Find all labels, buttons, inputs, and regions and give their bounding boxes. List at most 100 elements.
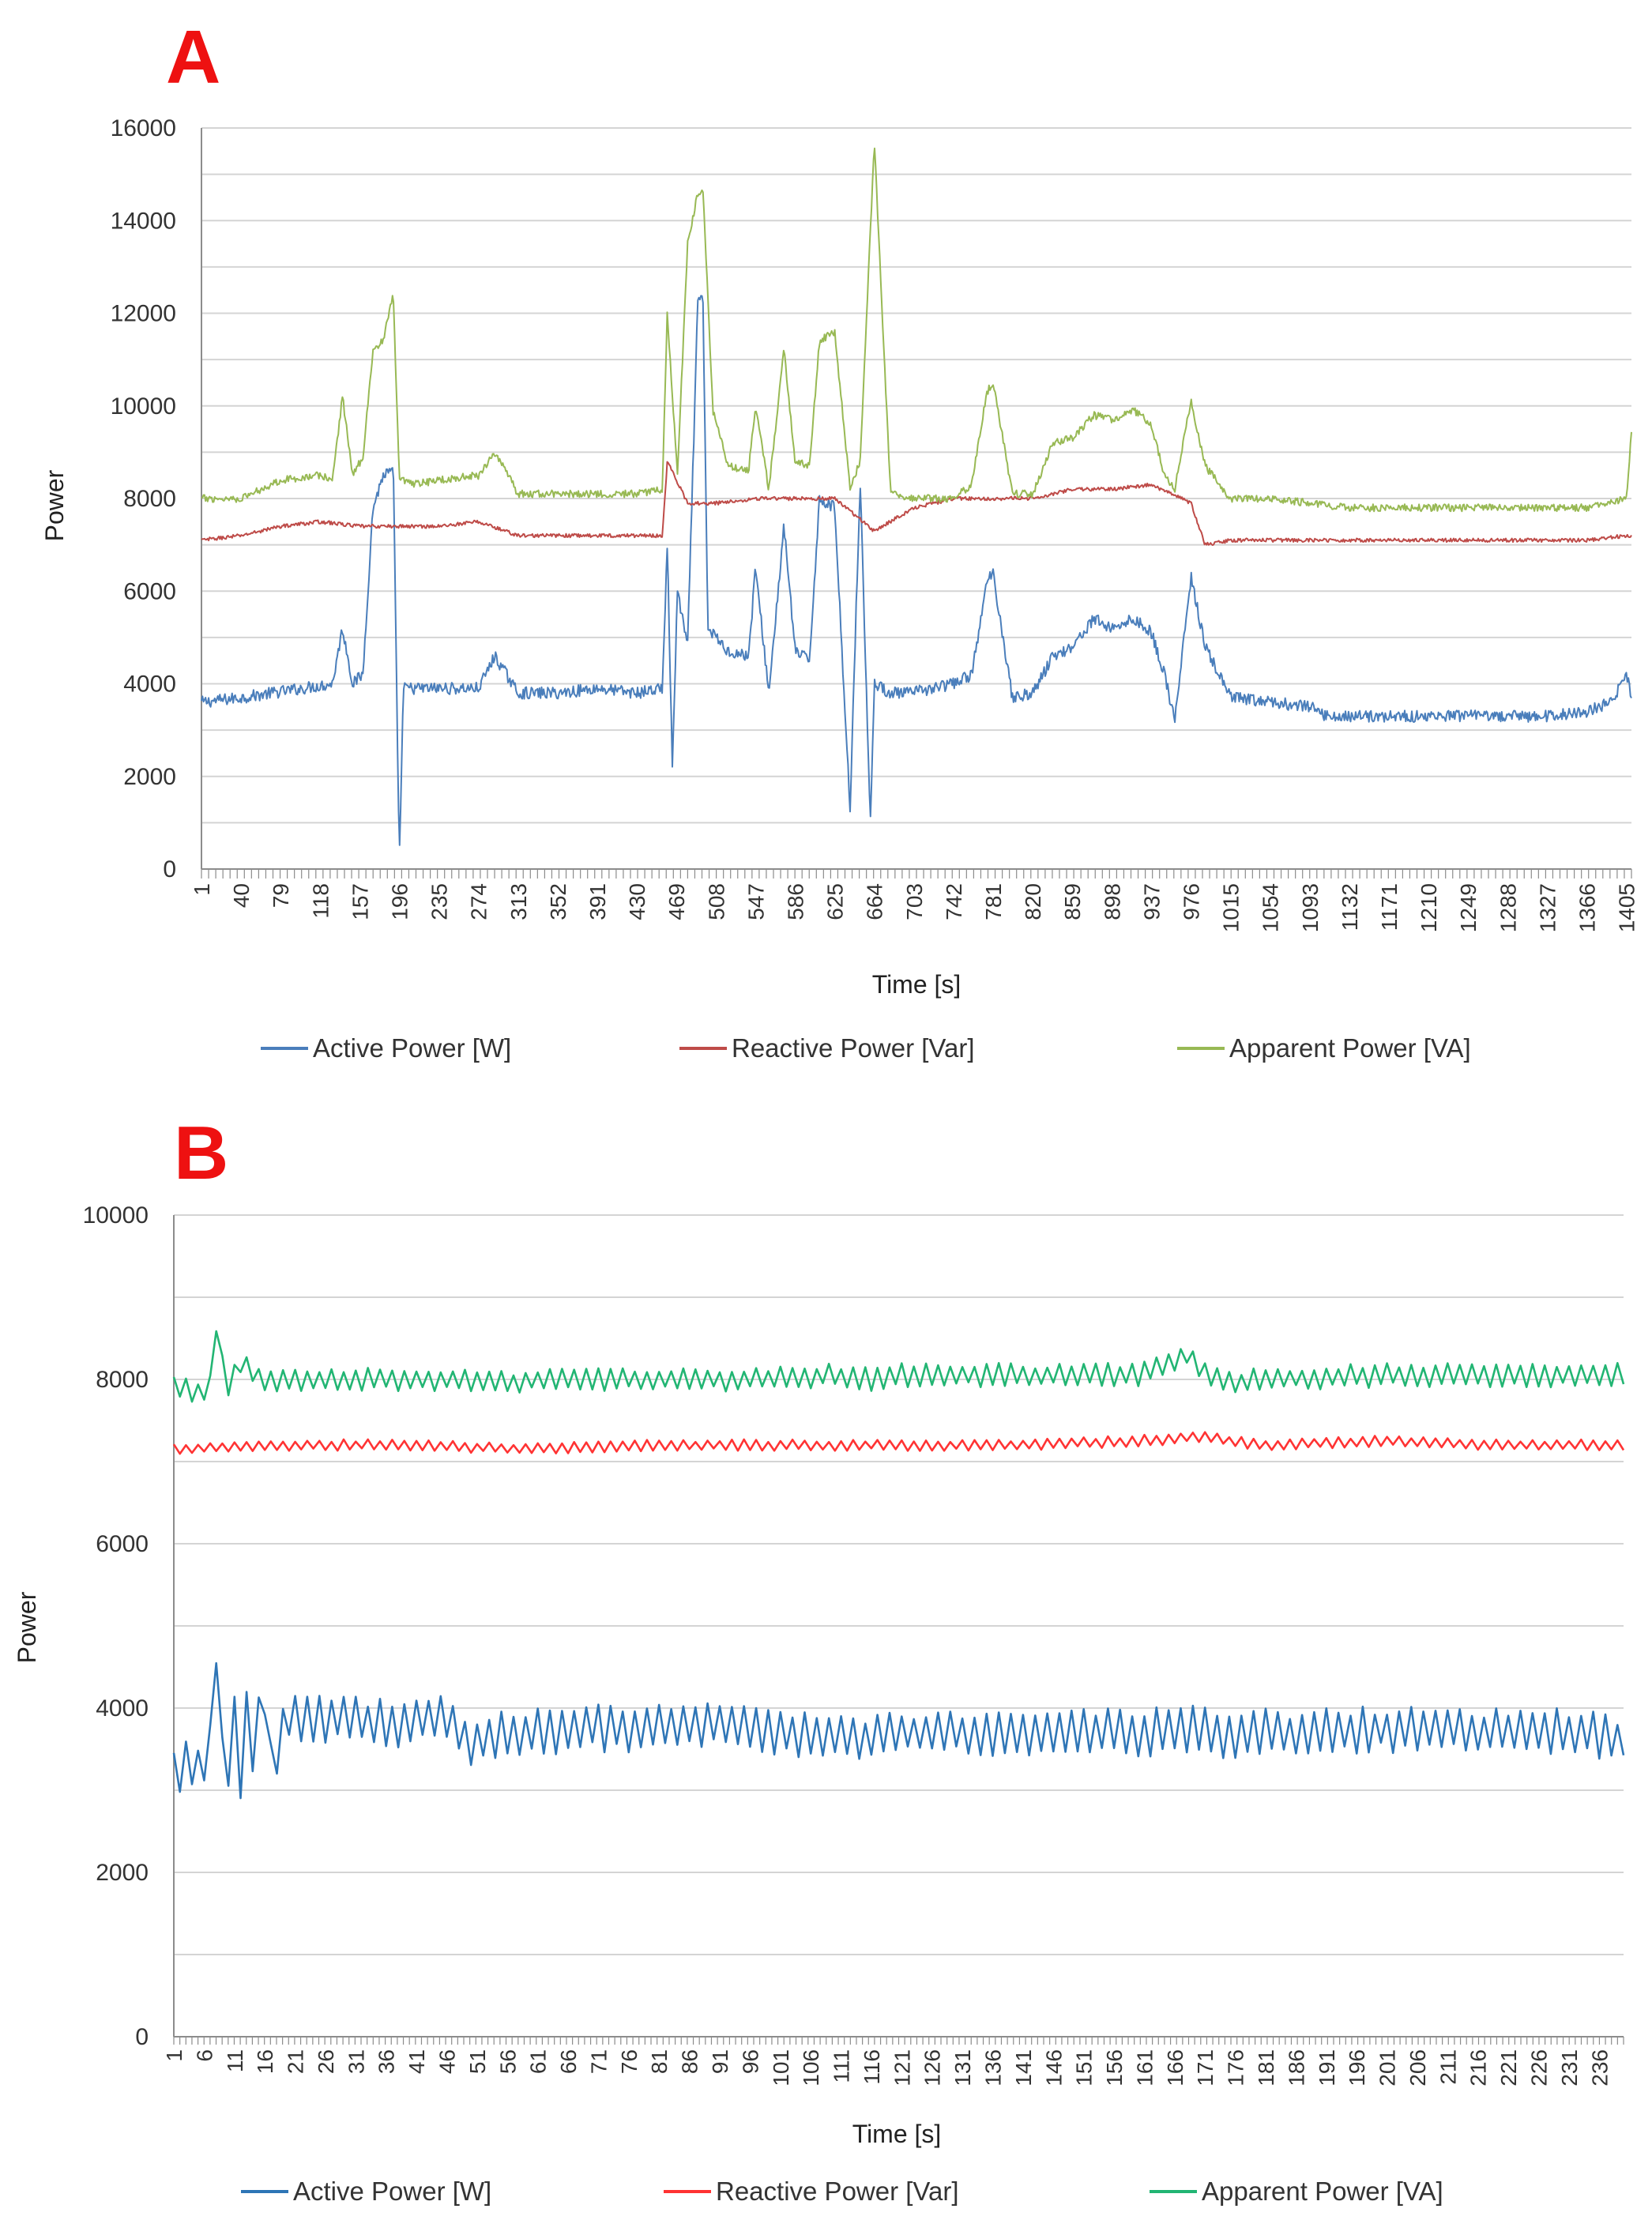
x-tick-label-b: 76	[617, 2049, 642, 2074]
y-axis-title-a: Power	[40, 469, 69, 541]
series-group-a	[201, 147, 1632, 846]
x-tick-label-b: 51	[465, 2049, 490, 2074]
x-tick-label-a: 703	[902, 883, 927, 920]
x-tick-label-a: 586	[783, 883, 807, 920]
x-tick-label-b: 161	[1132, 2049, 1157, 2086]
x-tick-label-a: 1210	[1417, 883, 1441, 932]
series-line-a-3	[201, 147, 1632, 513]
x-tick-label-b: 41	[405, 2049, 429, 2074]
y-tick-labels-b: 0 2000 4000 6000 8000 10000	[83, 1202, 149, 2050]
x-tick-label-b: 226	[1527, 2049, 1552, 2086]
y-tick-label-b: 0	[135, 2024, 149, 2050]
y-tick-label-a: 4000	[123, 672, 176, 698]
x-tick-label-b: 216	[1466, 2049, 1491, 2086]
x-tick-label-b: 121	[890, 2049, 914, 2086]
x-tick-label-a: 157	[348, 883, 372, 920]
legend-label-b-2: Reactive Power [Var]	[716, 2177, 959, 2206]
legend-b: Active Power [W] Reactive Power [Var] Appa…	[241, 2177, 1443, 2206]
x-tick-label-b: 81	[647, 2049, 672, 2074]
x-tick-label-b: 176	[1224, 2049, 1248, 2086]
x-tick-label-b: 206	[1406, 2049, 1430, 2086]
x-axis-title-b: Time [s]	[852, 2120, 942, 2148]
y-tick-label-a: 10000	[111, 393, 176, 420]
legend-label-b-1: Active Power [W]	[293, 2177, 491, 2206]
x-tick-label-b: 86	[678, 2049, 702, 2074]
x-tick-label-a: 196	[387, 883, 412, 920]
x-tick-label-b: 46	[435, 2049, 460, 2074]
x-tick-label-b: 211	[1436, 2049, 1460, 2085]
x-tick-label-b: 131	[950, 2049, 975, 2086]
x-tick-label-b: 196	[1345, 2049, 1369, 2086]
axes-a	[201, 128, 1632, 879]
chart-panel-a: A 0200040006000800010000120001400016000 …	[40, 15, 1639, 1063]
y-tick-label-b: 4000	[96, 1695, 149, 1721]
x-tick-label-a: 469	[664, 883, 689, 920]
x-tick-label-b: 156	[1102, 2049, 1127, 2086]
x-tick-label-a: 742	[942, 883, 966, 920]
panel-label-a: A	[166, 15, 220, 100]
x-tick-label-b: 136	[981, 2049, 1006, 2086]
x-tick-label-b: 151	[1072, 2049, 1097, 2086]
x-tick-label-b: 116	[860, 2049, 884, 2085]
x-tick-label-a: 235	[427, 883, 452, 920]
y-tick-label-a: 12000	[111, 301, 176, 327]
x-tick-label-a: 664	[863, 883, 887, 920]
x-tick-label-b: 71	[586, 2049, 611, 2074]
x-tick-label-a: 1015	[1219, 883, 1244, 932]
x-tick-label-a: 625	[823, 883, 848, 920]
x-tick-label-b: 166	[1163, 2049, 1187, 2086]
x-tick-label-b: 141	[1011, 2049, 1036, 2086]
x-tick-label-a: 1327	[1535, 883, 1560, 932]
y-tick-label-b: 10000	[83, 1202, 149, 1229]
x-tick-label-a: 313	[506, 883, 531, 920]
x-tick-label-b: 56	[495, 2049, 520, 2074]
legend-label-a-3: Apparent Power [VA]	[1229, 1033, 1471, 1063]
x-tick-label-b: 21	[284, 2049, 308, 2074]
x-tick-label-a: 1054	[1259, 883, 1283, 932]
x-tick-label-b: 31	[344, 2049, 368, 2074]
x-tick-label-b: 36	[374, 2049, 399, 2074]
series-line-a-2	[201, 461, 1632, 546]
y-tick-label-a: 0	[163, 856, 176, 882]
x-tick-label-a: 547	[743, 883, 768, 920]
x-tick-label-b: 181	[1254, 2049, 1278, 2086]
x-tick-label-a: 1249	[1456, 883, 1481, 932]
x-tick-label-a: 1288	[1496, 883, 1520, 932]
y-tick-label-b: 6000	[96, 1531, 149, 1557]
x-tick-labels-b: 1 6 11 16 21 26 31 36 41 46 51 56 61 66 71 76 81 86 91 96 10…	[162, 2049, 1612, 2086]
y-tick-label-a: 14000	[111, 208, 176, 234]
y-tick-label-a: 6000	[123, 578, 176, 604]
x-tick-label-a: 859	[1060, 883, 1085, 920]
legend-a: Active Power [W] Reactive Power [Var] Appa…	[261, 1033, 1471, 1063]
x-tick-label-b: 16	[253, 2049, 277, 2074]
x-tick-label-b: 6	[192, 2049, 216, 2062]
x-tick-label-b: 201	[1375, 2049, 1400, 2086]
x-tick-label-a: 1171	[1377, 883, 1402, 931]
x-tick-label-b: 11	[223, 2049, 247, 2072]
legend-label-b-3: Apparent Power [VA]	[1202, 2177, 1443, 2206]
legend-label-a-1: Active Power [W]	[313, 1033, 511, 1063]
y-tick-label-b: 2000	[96, 1860, 149, 1886]
x-tick-label-a: 1	[190, 883, 214, 896]
x-axis-title-a: Time [s]	[872, 970, 961, 999]
x-tick-label-a: 430	[625, 883, 649, 920]
x-tick-label-b: 61	[526, 2049, 551, 2074]
x-tick-label-a: 1366	[1575, 883, 1599, 932]
x-tick-label-a: 508	[704, 883, 728, 920]
x-tick-label-a: 937	[1139, 883, 1164, 920]
x-tick-label-b: 101	[769, 2049, 793, 2086]
x-tick-label-b: 91	[708, 2049, 732, 2074]
x-tick-label-a: 976	[1179, 883, 1203, 920]
x-tick-label-b: 221	[1496, 2049, 1521, 2086]
series-group-b	[172, 1330, 1625, 1800]
legend-label-a-2: Reactive Power [Var]	[732, 1033, 975, 1063]
x-tick-label-a: 1093	[1298, 883, 1323, 932]
x-tick-label-b: 96	[738, 2049, 762, 2074]
x-tick-label-a: 118	[308, 883, 333, 919]
x-tick-label-b: 231	[1557, 2049, 1582, 2086]
x-tick-label-a: 274	[467, 883, 491, 920]
y-axis-title-b: Power	[13, 1591, 41, 1663]
